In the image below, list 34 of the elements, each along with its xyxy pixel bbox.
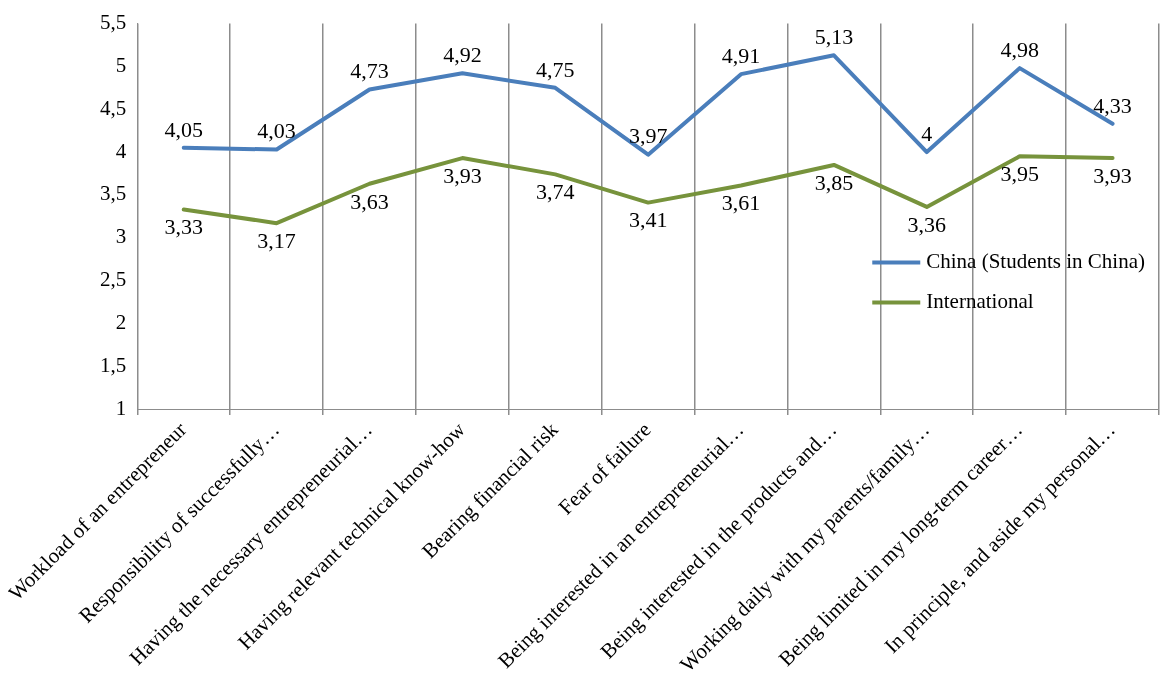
data-label: 3,85 bbox=[814, 169, 854, 195]
data-label: 4,03 bbox=[257, 118, 296, 144]
data-label: 4 bbox=[921, 120, 933, 146]
data-label: 3,74 bbox=[536, 179, 575, 205]
data-label: 3,33 bbox=[164, 214, 203, 240]
data-label: 4,73 bbox=[350, 58, 389, 84]
y-tick-label: 4 bbox=[115, 138, 127, 163]
data-label: 5,13 bbox=[814, 24, 854, 50]
y-tick-label: 5 bbox=[115, 52, 127, 77]
y-tick-label: 1,5 bbox=[100, 352, 127, 377]
data-label: 4,75 bbox=[536, 56, 575, 82]
data-label: 3,41 bbox=[628, 207, 668, 233]
legend-label: China (Students in China) bbox=[926, 249, 1146, 274]
data-label: 4,33 bbox=[1093, 92, 1132, 118]
data-label: 3,93 bbox=[443, 162, 482, 188]
y-tick-label: 2 bbox=[115, 309, 127, 334]
data-label: 3,17 bbox=[257, 227, 296, 253]
data-label: 3,97 bbox=[628, 123, 668, 149]
data-label: 3,93 bbox=[1093, 162, 1132, 188]
y-tick-label: 3 bbox=[115, 224, 127, 249]
data-label: 3,63 bbox=[350, 188, 389, 214]
y-tick-label: 2,5 bbox=[100, 267, 127, 292]
data-label: 4,91 bbox=[721, 42, 761, 68]
y-tick-label: 5,5 bbox=[100, 10, 127, 35]
data-label: 4,05 bbox=[164, 116, 203, 142]
data-label: 3,95 bbox=[1000, 161, 1039, 187]
y-tick-label: 1 bbox=[115, 395, 127, 420]
y-tick-label: 3,5 bbox=[100, 181, 127, 206]
data-label: 4,92 bbox=[443, 42, 482, 68]
legend-label: International bbox=[926, 289, 1034, 314]
y-tick-label: 4,5 bbox=[100, 95, 127, 120]
data-label: 3,36 bbox=[907, 211, 947, 237]
data-label: 4,98 bbox=[1000, 36, 1039, 62]
data-label: 3,61 bbox=[721, 190, 761, 216]
